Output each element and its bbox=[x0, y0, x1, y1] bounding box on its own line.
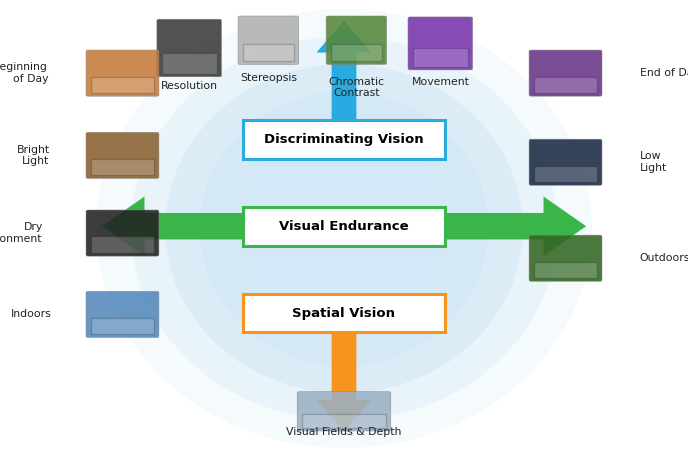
Polygon shape bbox=[102, 197, 243, 256]
FancyBboxPatch shape bbox=[529, 235, 602, 282]
Ellipse shape bbox=[200, 91, 488, 366]
FancyBboxPatch shape bbox=[162, 53, 217, 74]
FancyBboxPatch shape bbox=[86, 50, 159, 96]
FancyBboxPatch shape bbox=[529, 139, 602, 186]
FancyBboxPatch shape bbox=[243, 44, 294, 61]
FancyBboxPatch shape bbox=[302, 414, 386, 428]
FancyBboxPatch shape bbox=[91, 159, 154, 175]
FancyBboxPatch shape bbox=[331, 44, 382, 61]
Text: Visual Endurance: Visual Endurance bbox=[279, 220, 409, 233]
Text: Outdoors: Outdoors bbox=[640, 253, 688, 263]
FancyBboxPatch shape bbox=[326, 16, 387, 64]
Ellipse shape bbox=[96, 9, 592, 448]
FancyBboxPatch shape bbox=[534, 165, 597, 182]
FancyBboxPatch shape bbox=[529, 50, 602, 96]
Polygon shape bbox=[316, 21, 372, 121]
FancyBboxPatch shape bbox=[86, 210, 159, 256]
FancyBboxPatch shape bbox=[297, 392, 391, 431]
Ellipse shape bbox=[241, 123, 447, 334]
Text: End of Day: End of Day bbox=[640, 68, 688, 78]
Text: Spatial Vision: Spatial Vision bbox=[292, 307, 396, 319]
Polygon shape bbox=[445, 197, 586, 256]
Ellipse shape bbox=[165, 64, 523, 393]
Text: Stereopsis: Stereopsis bbox=[240, 73, 297, 83]
FancyBboxPatch shape bbox=[91, 318, 154, 335]
FancyBboxPatch shape bbox=[243, 293, 446, 333]
FancyBboxPatch shape bbox=[86, 292, 159, 337]
FancyBboxPatch shape bbox=[238, 16, 299, 64]
Ellipse shape bbox=[131, 37, 557, 420]
Polygon shape bbox=[316, 333, 372, 432]
FancyBboxPatch shape bbox=[534, 76, 597, 93]
Text: Discriminating Vision: Discriminating Vision bbox=[264, 133, 424, 146]
Text: Bright
Light: Bright Light bbox=[17, 144, 50, 166]
Text: Visual Fields & Depth: Visual Fields & Depth bbox=[286, 427, 402, 437]
Text: Low
Light: Low Light bbox=[640, 151, 667, 173]
Text: Movement: Movement bbox=[411, 77, 469, 87]
Text: Resolution: Resolution bbox=[161, 81, 217, 91]
FancyBboxPatch shape bbox=[91, 236, 154, 253]
Text: Indoors: Indoors bbox=[11, 309, 52, 319]
FancyBboxPatch shape bbox=[243, 120, 446, 159]
FancyBboxPatch shape bbox=[86, 133, 159, 178]
Text: Beginning
of Day: Beginning of Day bbox=[0, 62, 48, 84]
Text: Chromatic
Contrast: Chromatic Contrast bbox=[328, 77, 385, 98]
FancyBboxPatch shape bbox=[413, 48, 468, 67]
FancyBboxPatch shape bbox=[91, 76, 154, 93]
FancyBboxPatch shape bbox=[408, 17, 473, 70]
FancyBboxPatch shape bbox=[243, 207, 446, 246]
FancyBboxPatch shape bbox=[157, 19, 222, 77]
FancyBboxPatch shape bbox=[534, 261, 597, 278]
Text: Dry
Environment: Dry Environment bbox=[0, 222, 43, 244]
